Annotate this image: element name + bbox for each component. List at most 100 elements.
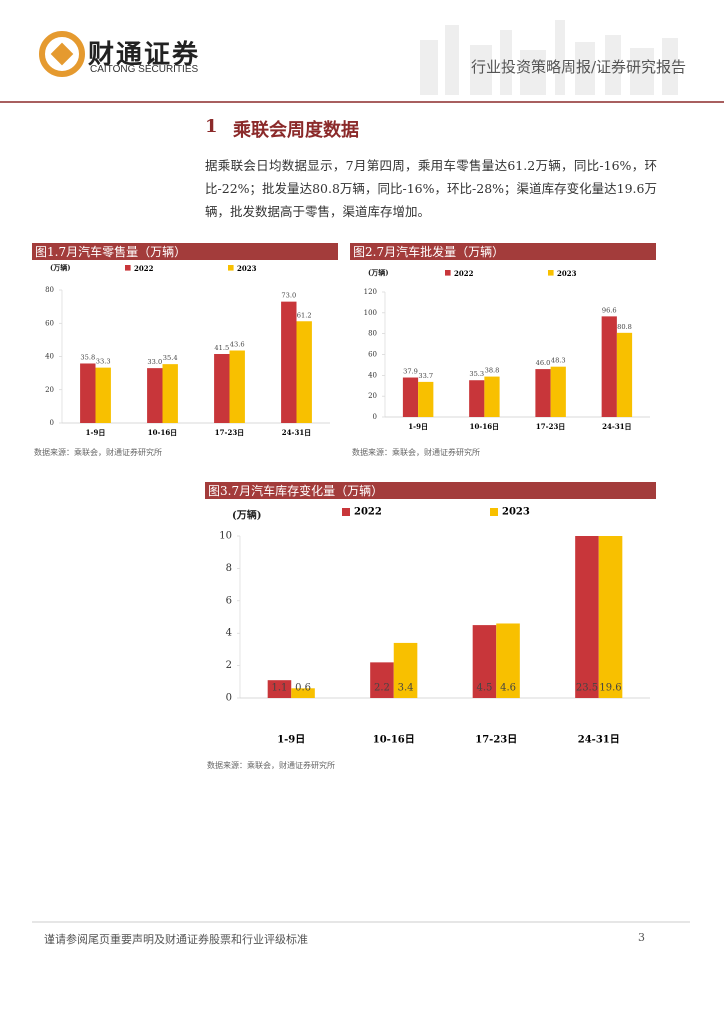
chart-title-bar — [350, 243, 656, 260]
bar — [484, 376, 500, 417]
header-skyline — [420, 20, 678, 95]
y-tick-label: 0 — [373, 413, 377, 421]
legend-label: 2022 — [354, 507, 382, 518]
y-tick-label: 8 — [226, 563, 232, 574]
x-tick-label: 10-16日 — [373, 734, 415, 746]
report-type: 行业投资策略周报/证券研究报告 — [470, 58, 686, 76]
x-tick-label: 17-23日 — [536, 422, 565, 431]
logo-english: CAITONG SECURITIES — [90, 64, 199, 75]
footer-disclaimer: 谨请参阅尾页重要声明及财通证券股票和行业评级标准 — [44, 933, 308, 946]
bars — [267, 536, 623, 698]
value-label: 48.3 — [551, 357, 566, 365]
value-label: 1.1 — [272, 683, 288, 694]
legend-label: 2023 — [557, 269, 577, 278]
y-tick-label: 6 — [226, 595, 232, 606]
chart-source: 数据来源：乘联会，财通证券研究所 — [34, 447, 162, 457]
bar — [95, 367, 111, 423]
chart-title-bar — [205, 482, 656, 499]
x-tick-label: 10-16日 — [148, 428, 177, 437]
value-label: 3.4 — [398, 683, 414, 694]
bar — [162, 364, 178, 423]
legend-label: 2023 — [502, 507, 530, 518]
bar — [535, 369, 551, 417]
legend-swatch — [445, 270, 451, 276]
chart-title: 图2.7月汽车批发量（万辆） — [353, 244, 504, 259]
page-number: 3 — [638, 931, 645, 944]
x-tick-label: 1-9日 — [277, 734, 305, 746]
x-tick-label: 24-31日 — [602, 422, 631, 431]
x-tick-label: 10-16日 — [470, 422, 499, 431]
value-label: 35.4 — [163, 354, 178, 362]
value-label: 41.5 — [214, 344, 229, 352]
bar — [291, 688, 315, 698]
value-label: 80.8 — [617, 323, 632, 331]
value-label: 73.0 — [281, 292, 296, 300]
y-tick-label: 0 — [226, 693, 232, 704]
value-label: 46.0 — [536, 359, 551, 367]
bar — [147, 368, 163, 423]
logo-text: 财通证券 — [88, 40, 201, 70]
y-tick-label: 40 — [368, 371, 377, 379]
bar — [296, 321, 312, 423]
bar — [472, 625, 497, 698]
legend-swatch — [228, 265, 234, 271]
chart-title-bar — [32, 243, 338, 260]
value-label: 96.6 — [602, 306, 617, 314]
unit-label: (万辆) — [232, 509, 261, 522]
y-tick-label: 20 — [368, 392, 377, 400]
value-label: 4.5 — [477, 683, 493, 694]
chart-source: 数据来源：乘联会，财通证券研究所 — [352, 447, 480, 457]
y-tick-label: 20 — [45, 386, 54, 394]
chart-source: 数据来源：乘联会，财通证券研究所 — [207, 760, 335, 770]
value-label: 2.2 — [374, 683, 390, 694]
bar — [616, 332, 633, 417]
bar — [598, 536, 623, 698]
value-label: 38.8 — [485, 367, 500, 375]
y-tick-label: 60 — [368, 351, 377, 359]
x-tick-label: 24-31日 — [578, 734, 620, 746]
legend-swatch — [548, 270, 554, 276]
value-label: 0.6 — [295, 683, 311, 694]
bar — [267, 680, 292, 698]
section-number: 1 — [205, 116, 218, 137]
bar — [214, 354, 230, 423]
value-label: 61.2 — [297, 311, 312, 319]
y-tick-label: 60 — [45, 319, 54, 327]
legend-label: 2022 — [134, 264, 154, 273]
y-tick-label: 80 — [368, 330, 377, 338]
y-tick-label: 0 — [50, 419, 54, 427]
unit-label: (万辆) — [368, 268, 389, 277]
x-tick-label: 1-9日 — [86, 428, 106, 437]
bar — [575, 536, 599, 698]
paragraph: 据乘联会日均数据显示，7月第四周，乘用车零售量达61.2万辆，同比-16%，环比… — [205, 158, 657, 219]
value-label: 35.8 — [80, 353, 95, 361]
value-label: 33.3 — [96, 358, 111, 366]
y-tick-label: 2 — [226, 660, 232, 671]
bar — [393, 642, 418, 698]
section-title: 乘联会周度数据 — [233, 120, 359, 141]
bar — [496, 623, 520, 698]
legend-swatch — [125, 265, 131, 271]
value-label: 4.6 — [500, 683, 516, 694]
bars — [402, 316, 633, 417]
y-tick-label: 4 — [226, 628, 232, 639]
legend-label: 2022 — [454, 269, 474, 278]
y-tick-label: 40 — [45, 353, 54, 361]
unit-label: (万辆) — [50, 263, 71, 272]
bar — [402, 377, 419, 417]
legend-swatch — [342, 508, 350, 516]
y-tick-label: 100 — [364, 309, 377, 317]
x-tick-label: 17-23日 — [475, 734, 517, 746]
bar — [418, 381, 434, 417]
y-tick-label: 80 — [45, 286, 54, 294]
bar — [80, 363, 96, 423]
chart-title: 图1.7月汽车零售量（万辆） — [35, 244, 186, 259]
value-label: 23.5 — [576, 683, 598, 694]
chart-title: 图3.7月汽车库存变化量（万辆） — [208, 483, 383, 498]
y-tick-label: 120 — [364, 288, 377, 296]
bar — [469, 380, 485, 417]
bar — [550, 366, 566, 417]
value-label: 33.0 — [147, 358, 162, 366]
